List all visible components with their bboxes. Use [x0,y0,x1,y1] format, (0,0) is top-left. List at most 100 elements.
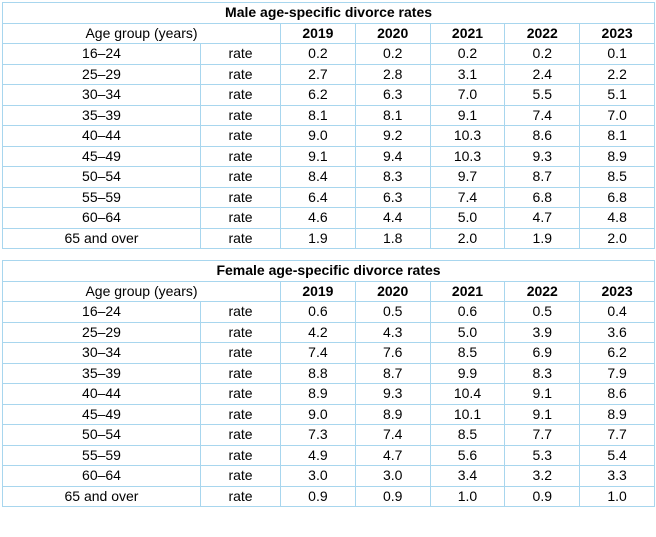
rate-value-cell: 8.6 [579,383,656,405]
table-header-row: Age group (years) 2019 2020 2021 2022 20… [2,22,656,44]
rate-value-cell: 4.2 [280,321,356,343]
year-column-header: 2020 [354,280,431,302]
measure-cell: rate [200,383,281,405]
table-row: 60–64 rate 3.0 3.0 3.4 3.2 3.3 [2,465,656,487]
age-group-cell: 16–24 [2,43,201,65]
year-column-header: 2021 [429,22,506,44]
measure-cell: rate [200,84,281,106]
year-column-header: 2023 [579,280,656,302]
year-column-header: 2023 [579,22,656,44]
rate-value-cell: 3.1 [429,63,506,85]
rate-value-cell: 5.5 [504,84,581,106]
table-row: 40–44 rate 8.9 9.3 10.4 9.1 8.6 [2,383,656,405]
measure-cell: rate [200,43,281,65]
age-group-cell: 45–49 [2,403,201,425]
rate-value-cell: 3.3 [579,465,656,487]
rate-value-cell: 8.7 [504,166,581,188]
rate-value-cell: 6.9 [504,342,581,364]
rate-value-cell: 8.9 [280,383,356,405]
rate-value-cell: 0.2 [429,43,506,65]
rate-value-cell: 0.2 [280,43,356,65]
table-row: 50–54 rate 7.3 7.4 8.5 7.7 7.7 [2,424,656,446]
table-row: 40–44 rate 9.0 9.2 10.3 8.6 8.1 [2,125,656,147]
measure-cell: rate [200,166,281,188]
rate-value-cell: 9.4 [354,145,431,167]
female-divorce-rates-table: Female age-specific divorce rates Age gr… [1,260,656,507]
age-group-cell: 40–44 [2,383,201,405]
table-title-row: Female age-specific divorce rates [1,260,656,282]
rate-value-cell: 7.7 [579,424,656,446]
rate-value-cell: 4.8 [579,207,656,229]
table-row: 60–64 rate 4.6 4.4 5.0 4.7 4.8 [2,207,656,229]
rate-value-cell: 0.6 [429,301,506,323]
table-row: 50–54 rate 8.4 8.3 9.7 8.7 8.5 [2,166,656,188]
rate-value-cell: 3.0 [354,465,431,487]
age-group-cell: 55–59 [2,444,201,466]
rate-value-cell: 3.0 [280,465,356,487]
rate-value-cell: 6.3 [354,84,431,106]
rate-value-cell: 3.6 [579,321,656,343]
age-group-cell: 35–39 [2,362,201,384]
age-group-cell: 50–54 [2,424,201,446]
rate-value-cell: 7.4 [429,186,506,208]
age-group-cell: 30–34 [2,342,201,364]
table-row: 30–34 rate 7.4 7.6 8.5 6.9 6.2 [2,342,656,364]
table-header-row: Age group (years) 2019 2020 2021 2022 20… [2,280,656,302]
rate-value-cell: 0.2 [504,43,581,65]
age-group-cell: 25–29 [2,321,201,343]
rate-value-cell: 6.2 [579,342,656,364]
table-row: 16–24 rate 0.6 0.5 0.6 0.5 0.4 [2,301,656,323]
rate-value-cell: 2.7 [280,63,356,85]
table-head: Female age-specific divorce rates Age gr… [1,260,656,302]
age-group-cell: 50–54 [2,166,201,188]
measure-cell: rate [200,301,281,323]
age-group-column-header: Age group (years) [2,280,281,302]
measure-cell: rate [200,342,281,364]
measure-cell: rate [200,444,281,466]
measure-cell: rate [200,227,281,249]
rate-value-cell: 9.1 [504,383,581,405]
age-group-cell: 60–64 [2,465,201,487]
rate-value-cell: 9.2 [354,125,431,147]
rate-value-cell: 3.2 [504,465,581,487]
age-group-cell: 30–34 [2,84,201,106]
rate-value-cell: 0.9 [280,485,356,507]
rate-value-cell: 0.5 [504,301,581,323]
rate-value-cell: 8.9 [579,403,656,425]
rate-value-cell: 5.1 [579,84,656,106]
rate-value-cell: 9.9 [429,362,506,384]
rate-value-cell: 10.1 [429,403,506,425]
rate-value-cell: 0.9 [354,485,431,507]
rate-value-cell: 0.4 [579,301,656,323]
table-row: 45–49 rate 9.1 9.4 10.3 9.3 8.9 [2,145,656,167]
rate-value-cell: 2.0 [579,227,656,249]
table-title: Female age-specific divorce rates [1,260,656,282]
rate-value-cell: 5.0 [429,321,506,343]
year-column-header: 2021 [429,280,506,302]
table-row: 65 and over rate 1.9 1.8 2.0 1.9 2.0 [2,227,656,249]
rate-value-cell: 9.3 [354,383,431,405]
rate-value-cell: 6.8 [504,186,581,208]
rate-value-cell: 8.1 [280,104,356,126]
rate-value-cell: 9.1 [504,403,581,425]
rate-value-cell: 8.3 [354,166,431,188]
rate-value-cell: 0.2 [354,43,431,65]
rate-value-cell: 2.2 [579,63,656,85]
rate-value-cell: 9.3 [504,145,581,167]
measure-cell: rate [200,125,281,147]
rate-value-cell: 6.3 [354,186,431,208]
rate-value-cell: 8.7 [354,362,431,384]
rate-value-cell: 3.4 [429,465,506,487]
measure-cell: rate [200,485,281,507]
rate-value-cell: 1.8 [354,227,431,249]
rate-value-cell: 7.7 [504,424,581,446]
rate-value-cell: 8.5 [429,424,506,446]
rate-value-cell: 10.4 [429,383,506,405]
table-row: 55–59 rate 6.4 6.3 7.4 6.8 6.8 [2,186,656,208]
rate-value-cell: 9.0 [280,403,356,425]
table-row: 16–24 rate 0.2 0.2 0.2 0.2 0.1 [2,43,656,65]
year-column-header: 2022 [504,280,581,302]
year-column-header: 2019 [280,22,356,44]
rate-value-cell: 0.9 [504,485,581,507]
rate-value-cell: 0.1 [579,43,656,65]
